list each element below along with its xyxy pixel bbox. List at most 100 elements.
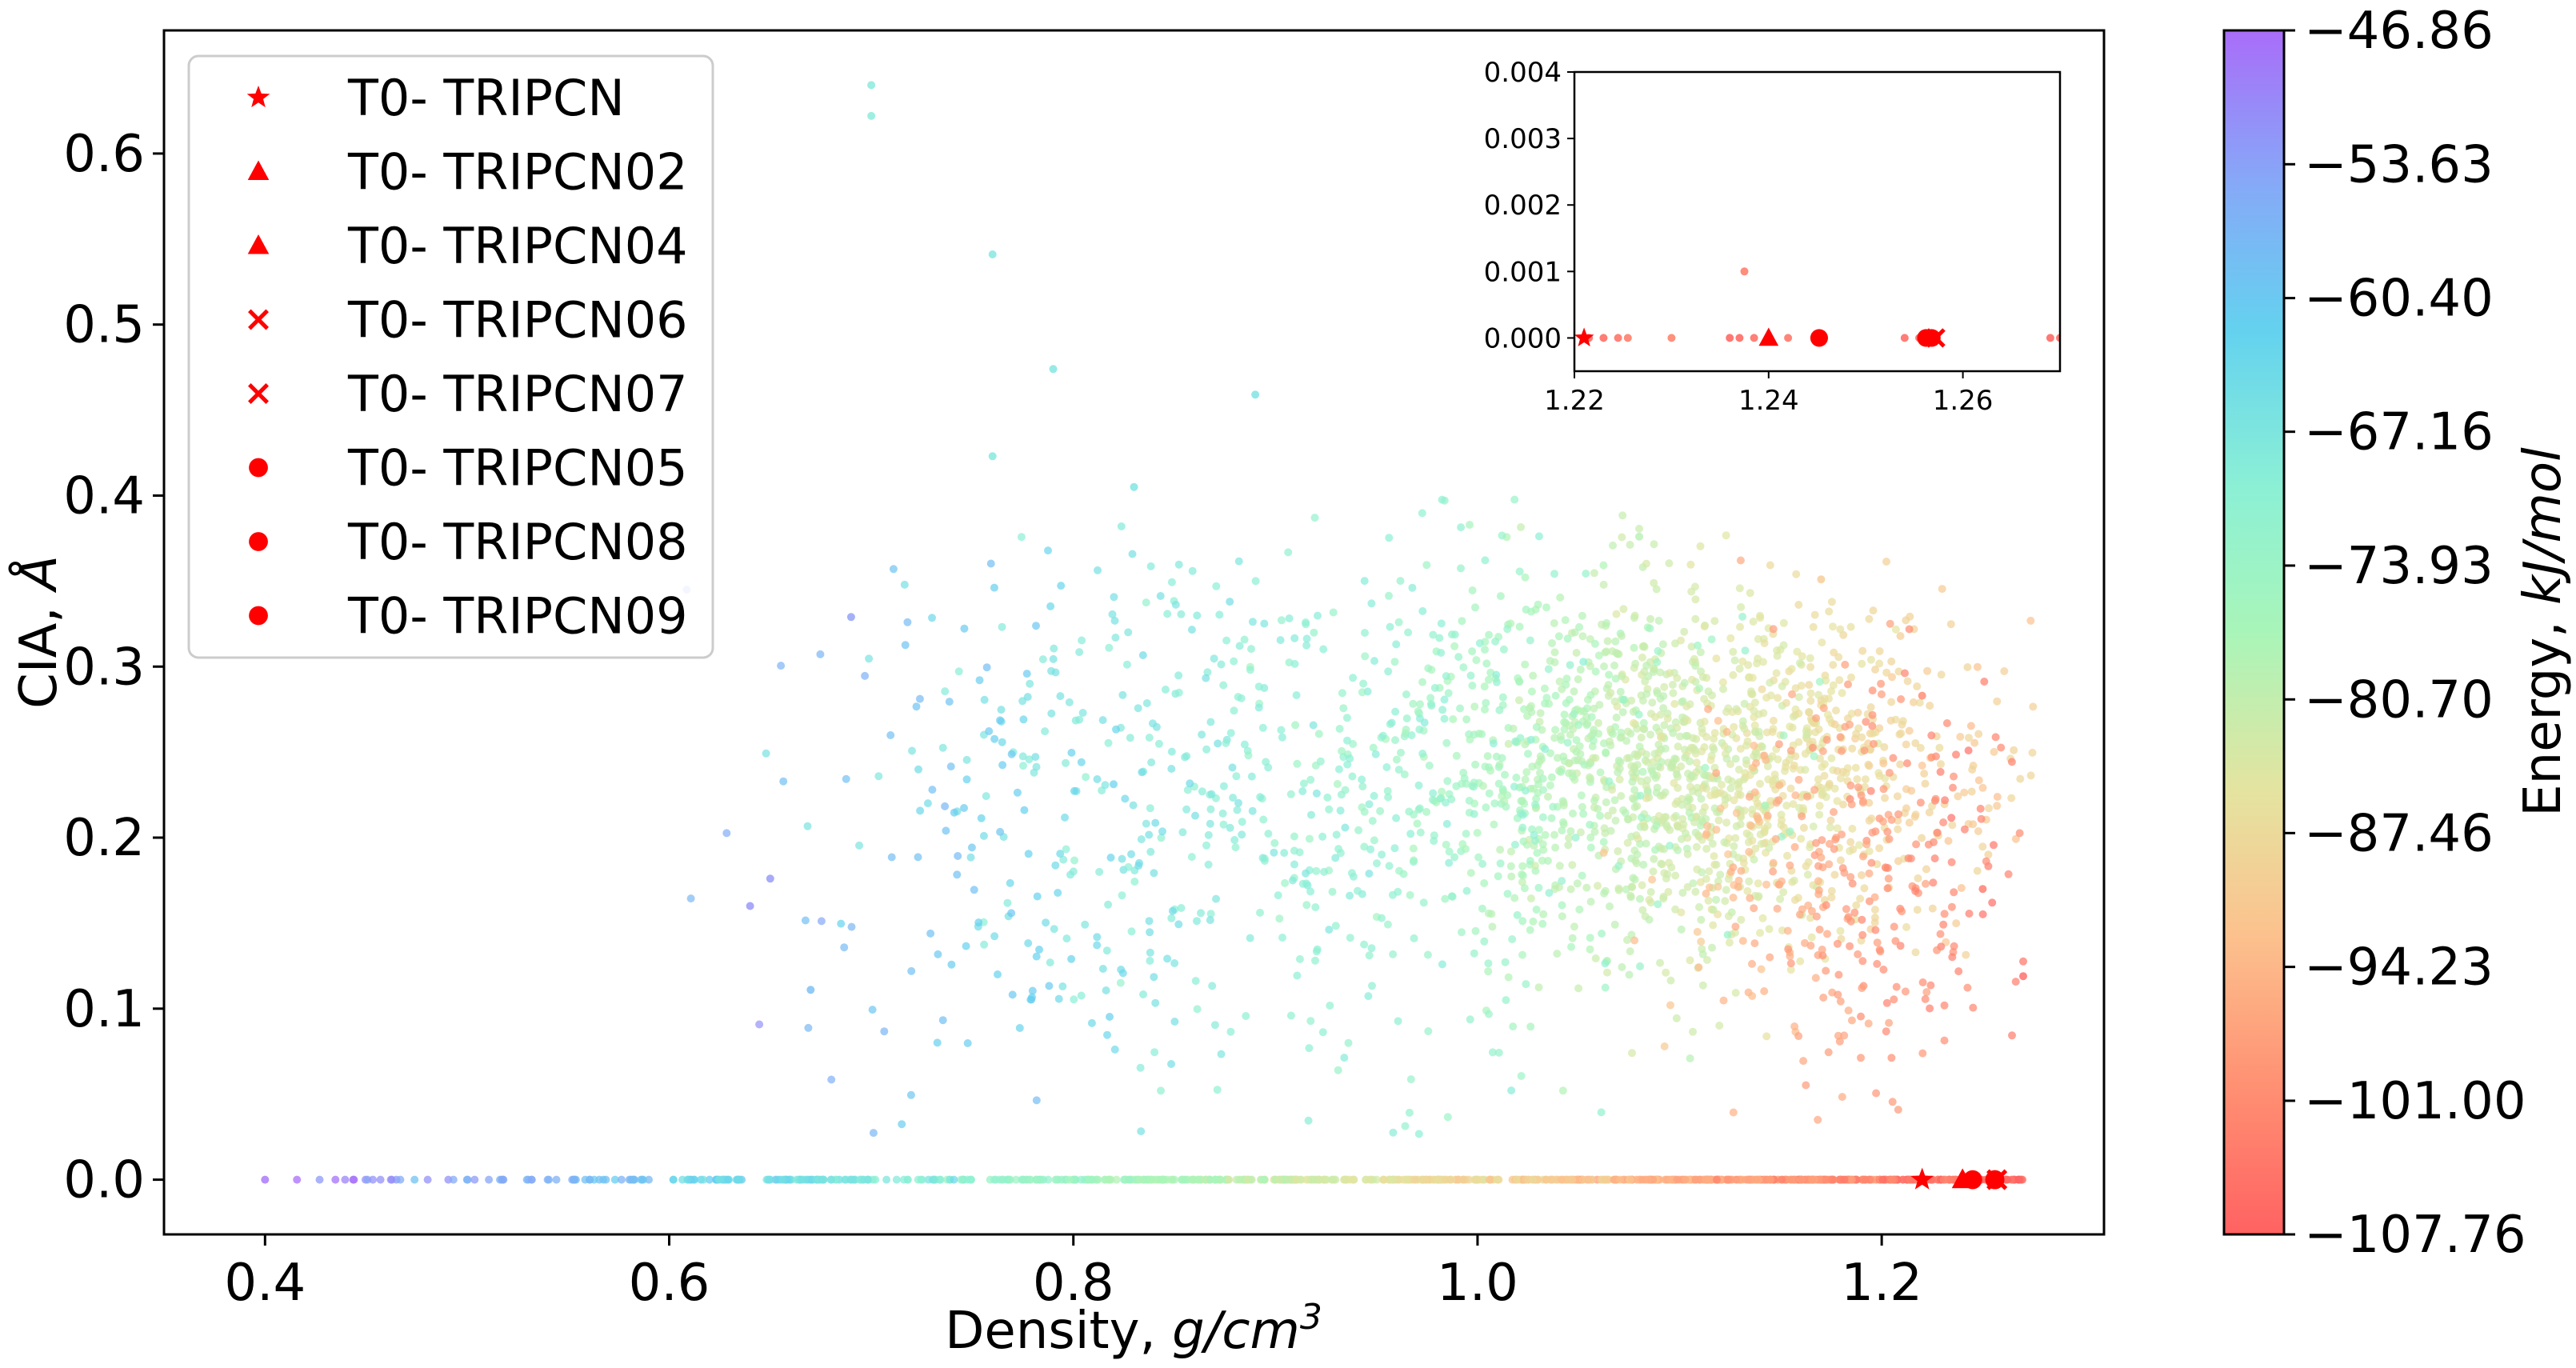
data-point: [1602, 798, 1610, 806]
data-point: [1879, 759, 1888, 768]
data-point: [1314, 730, 1323, 738]
data-point: [1565, 695, 1574, 704]
data-point: [1558, 912, 1566, 921]
data-point: [798, 1175, 806, 1184]
data-point: [1574, 675, 1582, 684]
data-point: [1603, 968, 1611, 977]
x-axis-ticks: 0.4 0.6 0.8 1.0 1.2: [224, 1234, 1922, 1313]
data-point: [1803, 792, 1812, 801]
data-point: [1939, 920, 1948, 929]
data-point: [1371, 750, 1380, 758]
data-point: [1450, 642, 1459, 650]
data-point: [1234, 798, 1242, 807]
data-point: [1918, 691, 1926, 700]
data-point: [1312, 866, 1321, 875]
data-point: [1409, 844, 1418, 853]
data-point: [1256, 908, 1264, 917]
data-point: [1712, 654, 1721, 663]
data-point: [1127, 850, 1135, 858]
data-point: [1712, 826, 1721, 834]
data-point: [1846, 838, 1855, 846]
data-point: [1739, 858, 1748, 867]
data-point: [1468, 682, 1477, 690]
inset-data-point: [1784, 334, 1793, 342]
data-point: [1600, 662, 1608, 670]
data-point: [1774, 694, 1782, 702]
data-point: [1041, 727, 1050, 736]
data-point: [1875, 659, 1884, 668]
data-point: [1938, 585, 1946, 594]
data-point: [1794, 601, 1803, 609]
data-point: [1896, 942, 1905, 950]
data-point: [1756, 830, 1765, 838]
data-point: [2008, 1031, 2016, 1040]
data-point: [1648, 698, 1657, 707]
data-point: [1738, 937, 1747, 946]
data-point: [1791, 684, 1800, 693]
data-point: [1237, 694, 1246, 702]
data-point: [1848, 824, 1857, 833]
data-point: [1240, 635, 1249, 644]
data-point: [1056, 850, 1065, 858]
data-point: [1541, 699, 1549, 708]
data-point: [1753, 659, 1762, 668]
data-point: [1033, 892, 1042, 901]
data-point: [1174, 688, 1183, 697]
data-point: [1862, 718, 1870, 726]
data-point: [1541, 830, 1550, 839]
data-point: [1026, 1175, 1035, 1184]
data-point: [1628, 1049, 1636, 1058]
data-point: [1769, 625, 1778, 634]
data-point: [1727, 777, 1736, 786]
data-point: [1914, 874, 1922, 882]
data-point: [1737, 915, 1746, 924]
data-point: [1225, 1175, 1234, 1184]
data-point: [1683, 797, 1692, 806]
data-point: [1682, 702, 1691, 710]
data-point: [1949, 783, 1957, 792]
data-point: [1534, 983, 1543, 992]
data-point: [1916, 743, 1925, 752]
data-point: [1312, 789, 1321, 798]
data-point: [1866, 703, 1875, 711]
data-point: [762, 749, 770, 758]
data-point: [1618, 533, 1626, 542]
data-point: [1795, 910, 1804, 919]
data-point: [1518, 823, 1527, 832]
data-point: [1547, 773, 1556, 782]
data-point: [1206, 916, 1214, 925]
data-point: [1325, 805, 1334, 814]
data-point: [1809, 743, 1817, 752]
data-point: [1736, 556, 1745, 565]
data-point: [1928, 904, 1937, 913]
data-point: [1657, 758, 1666, 766]
data-point: [1750, 727, 1759, 736]
data-point: [331, 1175, 340, 1184]
data-point: [1796, 658, 1804, 667]
inset-data-point: [1726, 334, 1734, 342]
data-point: [1627, 696, 1636, 705]
data-point: [1867, 814, 1876, 823]
data-point: [1515, 567, 1524, 576]
data-point: [1599, 580, 1608, 589]
data-point: [938, 1016, 947, 1025]
data-point: [1408, 583, 1417, 592]
data-point: [1067, 748, 1076, 757]
data-point: [1230, 706, 1238, 715]
data-point: [1306, 775, 1315, 784]
data-point: [1722, 707, 1730, 716]
data-point: [1110, 780, 1118, 789]
data-point: [1745, 793, 1754, 801]
data-point: [1246, 666, 1254, 674]
data-point: [1511, 737, 1520, 746]
data-point: [1378, 850, 1386, 859]
data-point: [1697, 794, 1706, 803]
data-point: [1642, 839, 1650, 848]
data-point: [1098, 965, 1107, 973]
data-point: [1698, 981, 1707, 990]
data-point: [1677, 925, 1686, 934]
data-point: [1485, 789, 1494, 798]
legend-label: T0- TRIPCN09: [347, 587, 688, 646]
data-point: [1049, 365, 1058, 374]
inset-y-tick-label: 0.001: [1484, 256, 1562, 288]
